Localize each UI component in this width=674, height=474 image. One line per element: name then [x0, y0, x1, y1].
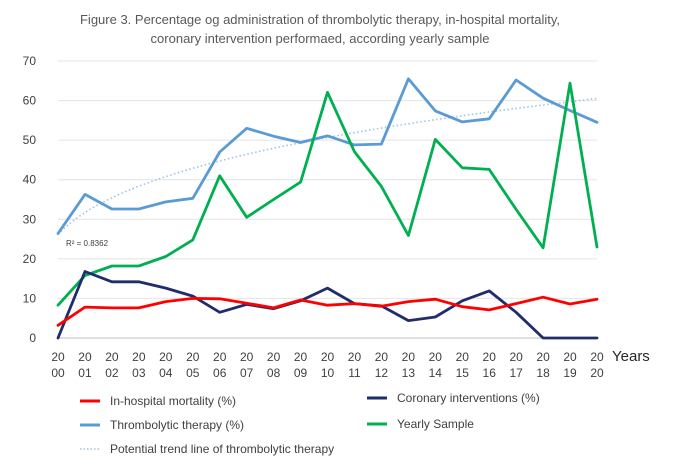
- x-tick-label: 20 14: [429, 350, 443, 380]
- y-axis-tick-labels: 0 10 20 30 40 50 60 70: [23, 54, 37, 345]
- chart-title-line-1: Figure 3. Percentage og administration o…: [80, 12, 560, 27]
- x-tick-label: 20 12: [375, 350, 389, 380]
- series-line-yearly-sample: [56, 81, 599, 307]
- x-tick-label: 20 17: [509, 350, 523, 380]
- legend: In-hospital mortality (%) Coronary inter…: [80, 391, 540, 456]
- x-tick-label: 20 16: [483, 350, 497, 380]
- x-axis-label: Years: [612, 348, 650, 365]
- x-tick-label: 20 09: [294, 350, 308, 380]
- x-tick-label: 20 04: [159, 350, 173, 380]
- y-tick-label: 70: [23, 54, 37, 68]
- r-squared-label: R² = 0.8362: [66, 239, 109, 248]
- x-tick-label: 20 03: [132, 350, 146, 380]
- y-tick-label: 30: [23, 212, 37, 226]
- x-tick-label: 20 10: [321, 350, 335, 380]
- legend-label-trendline: Potential trend line of thrombolytic the…: [110, 442, 334, 456]
- trendline-thrombolytic-therapy: [57, 97, 598, 235]
- legend-label-coronary-interventions: Coronary interventions (%): [397, 391, 540, 405]
- chart-title-line-2: coronary intervention performaed, accord…: [151, 31, 490, 46]
- series-line-in-hospital-mortality: [56, 295, 599, 327]
- y-tick-label: 60: [23, 94, 37, 108]
- y-tick-label: 0: [29, 331, 36, 345]
- trendline-group: [57, 97, 598, 235]
- series-line-thrombolytic-therapy: [56, 77, 599, 235]
- x-tick-label: 20 15: [456, 350, 470, 380]
- gridlines: [58, 60, 597, 339]
- legend-label-in-hospital-mortality: In-hospital mortality (%): [110, 394, 236, 408]
- x-tick-label: 20 19: [563, 350, 577, 380]
- series-lines: [56, 77, 599, 340]
- x-tick-label: 20 05: [186, 350, 200, 380]
- x-tick-label: 20 13: [402, 350, 416, 380]
- x-tick-label: 20 08: [267, 350, 281, 380]
- x-tick-label: 20 20: [590, 350, 604, 380]
- x-axis-tick-labels: 20 00 20 01 20 02 20 03 20 04 20 05 20 06 20 07 20 08 20 09…: [51, 350, 604, 380]
- y-tick-label: 50: [23, 133, 37, 147]
- x-tick-label: 20 02: [105, 350, 119, 380]
- legend-label-thrombolytic-therapy: Thrombolytic therapy (%): [110, 418, 244, 432]
- legend-label-yearly-sample: Yearly Sample: [397, 417, 474, 431]
- x-tick-label: 20 00: [51, 350, 65, 380]
- x-tick-label: 20 01: [78, 350, 92, 380]
- x-tick-label: 20 18: [536, 350, 550, 380]
- x-tick-label: 20 11: [348, 350, 362, 380]
- y-tick-label: 20: [23, 252, 37, 266]
- x-tick-label: 20 07: [240, 350, 254, 380]
- y-tick-label: 40: [23, 173, 37, 187]
- y-tick-label: 10: [23, 291, 37, 305]
- x-tick-label: 20 06: [213, 350, 227, 380]
